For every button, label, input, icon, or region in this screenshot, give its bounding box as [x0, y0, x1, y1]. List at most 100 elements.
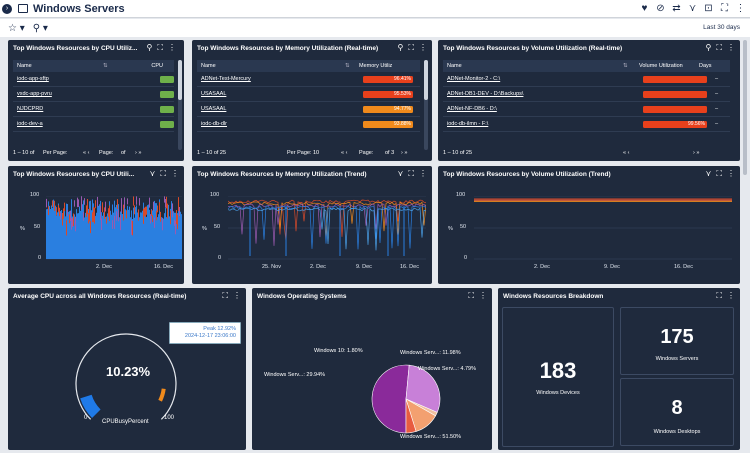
y-axis-label: % — [448, 226, 453, 232]
expand-icon[interactable]: ⛶ — [716, 43, 722, 52]
expand-icon[interactable]: ⛶ — [408, 43, 414, 52]
devices-label: Windows Devices — [536, 390, 580, 396]
table-row-link[interactable]: iodc-app-sftp — [17, 76, 49, 82]
column-header-name[interactable]: Name — [201, 63, 216, 69]
table-row-link[interactable]: vxdc-app-pvru — [17, 91, 52, 97]
expand-icon[interactable]: ⛶ — [408, 169, 414, 178]
per-page-label[interactable]: Per Page: 10 — [287, 150, 320, 156]
export-icon[interactable]: ⊡ — [704, 3, 713, 14]
more-icon[interactable]: ⋮ — [419, 43, 427, 52]
no-image-icon[interactable]: ⊘ — [656, 3, 665, 14]
more-icon[interactable]: ⋮ — [233, 291, 241, 300]
next-page-icon[interactable]: › » — [401, 150, 408, 156]
table-row-link[interactable]: USASAAL — [201, 91, 227, 97]
gauge-metric: CPUBusyPercent — [102, 419, 149, 425]
panel-title: Windows Resources Breakdown — [503, 293, 604, 300]
y-tick: 50 — [34, 224, 41, 230]
cpu-bar — [160, 75, 174, 83]
expand-icon[interactable]: ⛶ — [716, 169, 722, 178]
expand-icon[interactable]: ⛶ — [468, 291, 474, 300]
panel-title: Top Windows Resources by Memory Utilizat… — [197, 171, 367, 178]
windows-servers-tile[interactable]: 175 Windows Servers — [620, 307, 734, 375]
more-icon[interactable]: ⋮ — [727, 169, 735, 178]
pagination: 1 – 10 of 25 « ‹ › » — [443, 148, 735, 158]
more-icon[interactable]: ⋮ — [168, 43, 176, 52]
days-value: – — [715, 76, 719, 82]
sidebar-toggle-icon[interactable]: › — [2, 3, 12, 14]
more-icon[interactable]: ⋮ — [735, 3, 746, 14]
page-label[interactable]: Page: — [359, 150, 374, 156]
per-page-label[interactable]: Per Page: — [43, 150, 68, 156]
sort-icon[interactable]: ⇅ — [345, 63, 350, 69]
table-row-link[interactable]: iodc-dev-a — [17, 121, 43, 127]
panel-title: Top Windows Resources by Volume Utilizat… — [443, 171, 611, 178]
table-row-link[interactable]: iodc-db-ilmn - F:\ — [447, 121, 489, 127]
table-scrollbar[interactable] — [178, 60, 182, 150]
expand-icon[interactable]: ⛶ — [160, 169, 166, 178]
fullscreen-icon[interactable]: ⛶ — [721, 3, 728, 14]
more-icon[interactable]: ⋮ — [479, 291, 487, 300]
page-label[interactable]: Page: — [99, 150, 114, 156]
table-row-link[interactable]: ADNet-DB1-DEV - D:\Backups\ — [447, 91, 524, 97]
column-header-name[interactable]: Name — [447, 63, 462, 69]
table-row-link[interactable]: ADNet-NF-DB6 - D:\ — [447, 106, 497, 112]
cpu-gauge-panel: Average CPU across all Windows Resources… — [8, 288, 246, 450]
chart-icon[interactable]: ⋎ — [688, 3, 697, 14]
more-icon[interactable]: ⋮ — [171, 169, 179, 178]
x-tick: 16. Dec — [674, 264, 693, 270]
volume-trend-panel: Top Windows Resources by Volume Utilizat… — [438, 166, 740, 284]
memory-bar: 96.41% — [363, 75, 413, 83]
chart-type-icon[interactable]: ⋎ — [705, 169, 712, 178]
table-row-link[interactable]: iodc-db-dlr — [201, 121, 227, 127]
table-row-link[interactable]: USASAAL — [201, 106, 227, 112]
column-header-name[interactable]: Name — [17, 63, 32, 69]
servers-count: 175 — [660, 326, 694, 348]
expand-icon[interactable]: ⛶ — [716, 291, 722, 300]
date-range-selector[interactable]: Last 30 days — [703, 24, 740, 31]
gauge-min: 0 — [84, 415, 88, 421]
filter-icon[interactable]: ⚲ ▾ — [32, 22, 48, 34]
chart-type-icon[interactable]: ⋎ — [149, 169, 156, 178]
windows-devices-tile[interactable]: 183 Windows Devices — [502, 307, 614, 447]
more-icon[interactable]: ⋮ — [419, 169, 427, 178]
share-icon[interactable]: ⇄ — [672, 3, 681, 14]
memory-table: Name ⇅ Memory Utiliz ADNet-Test-Mercury 96.… — [197, 60, 420, 132]
column-header-cpu[interactable]: CPU — [151, 63, 163, 69]
prev-page-icon[interactable]: « ‹ — [341, 150, 348, 156]
star-icon[interactable]: ☆ ▾ — [8, 22, 25, 34]
expand-icon[interactable]: ⛶ — [222, 291, 228, 300]
sort-icon[interactable]: ⇅ — [103, 63, 108, 69]
search-icon[interactable]: ⚲ — [146, 43, 153, 52]
next-page-icon[interactable]: › » — [135, 150, 142, 156]
favorite-icon[interactable]: ♥ — [641, 3, 648, 14]
y-tick: 0 — [218, 255, 222, 261]
search-icon[interactable]: ⚲ — [397, 43, 404, 52]
y-tick: 0 — [464, 255, 468, 261]
gauge-value: 10.23% — [106, 364, 151, 379]
table-row-link[interactable]: NJDCPRD — [17, 106, 44, 112]
expand-icon[interactable]: ⛶ — [157, 43, 163, 52]
page-scrollbar[interactable] — [743, 40, 748, 450]
y-tick: 0 — [38, 255, 42, 261]
more-icon[interactable]: ⋮ — [727, 43, 735, 52]
column-header-volume[interactable]: Volume Utilization — [639, 63, 683, 69]
volume-realtime-panel: Top Windows Resources by Volume Utilizat… — [438, 40, 740, 161]
page-of: of 3 — [385, 150, 395, 156]
sort-icon[interactable]: ⇅ — [623, 63, 628, 69]
next-page-icon[interactable]: › » — [693, 150, 700, 156]
table-row-link[interactable]: ADNet-Test-Mercury — [201, 76, 251, 82]
table-scrollbar[interactable] — [424, 60, 428, 150]
chart-type-icon[interactable]: ⋎ — [397, 169, 404, 178]
table-row-link[interactable]: ADNet-Monitor-2 - C:\ — [447, 76, 501, 82]
search-icon[interactable]: ⚲ — [705, 43, 712, 52]
desktops-label: Windows Desktops — [653, 429, 701, 435]
column-header-days[interactable]: Days — [699, 63, 712, 69]
prev-page-icon[interactable]: « ‹ — [623, 150, 630, 156]
more-icon[interactable]: ⋮ — [727, 291, 735, 300]
column-header-memory[interactable]: Memory Utiliz — [359, 63, 393, 69]
windows-desktops-tile[interactable]: 8 Windows Desktops — [620, 378, 734, 446]
prev-page-icon[interactable]: « ‹ — [83, 150, 90, 156]
pie-slice — [405, 364, 441, 413]
y-tick: 50 — [214, 224, 221, 230]
y-tick: 100 — [210, 192, 220, 198]
